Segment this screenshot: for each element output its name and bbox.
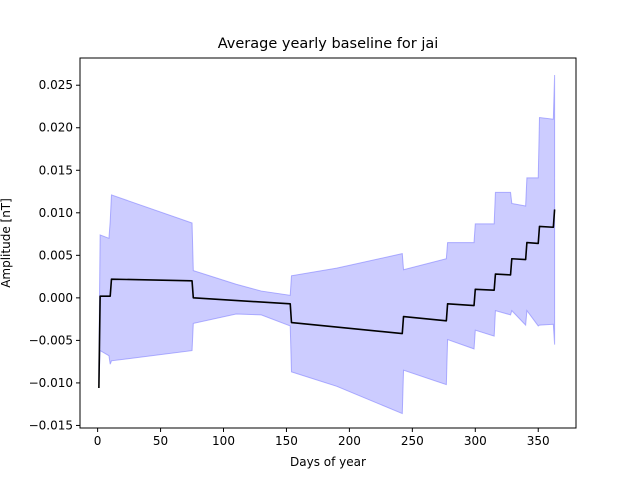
x-tick-label: 250 <box>401 434 424 448</box>
x-tick-label: 350 <box>527 434 550 448</box>
x-axis-label: Days of year <box>290 455 366 469</box>
x-tick-label: 50 <box>153 434 168 448</box>
x-tick-label: 300 <box>464 434 487 448</box>
y-axis: −0.015 −0.010 −0.005 0.000 0.005 0.010 0.015 0.… <box>29 78 80 432</box>
baseline-series <box>98 209 556 389</box>
y-axis-label: Amplitude [nT] <box>0 198 13 288</box>
x-tick-label: 0 <box>94 434 102 448</box>
x-axis: 0 50 100 150 200 250 300 350 <box>94 428 550 448</box>
y-tick-label: −0.005 <box>29 333 73 347</box>
y-tick-label: −0.015 <box>29 418 73 432</box>
x-tick-label: 200 <box>338 434 361 448</box>
y-tick-label: 0.025 <box>39 78 73 92</box>
y-tick-label: 0.005 <box>39 248 73 262</box>
chart-title: Average yearly baseline for jai <box>218 36 439 52</box>
x-tick-label: 150 <box>275 434 298 448</box>
band-area <box>98 74 556 415</box>
y-tick-label: 0.015 <box>39 163 73 177</box>
baseline-line <box>98 209 556 389</box>
y-tick-label: 0.000 <box>39 291 73 305</box>
y-tick-label: 0.010 <box>39 206 73 220</box>
plot-frame <box>79 57 577 429</box>
y-tick-label: 0.020 <box>39 121 73 135</box>
confidence-band <box>98 74 556 415</box>
x-tick-label: 100 <box>212 434 235 448</box>
y-tick-label: −0.010 <box>29 376 73 390</box>
